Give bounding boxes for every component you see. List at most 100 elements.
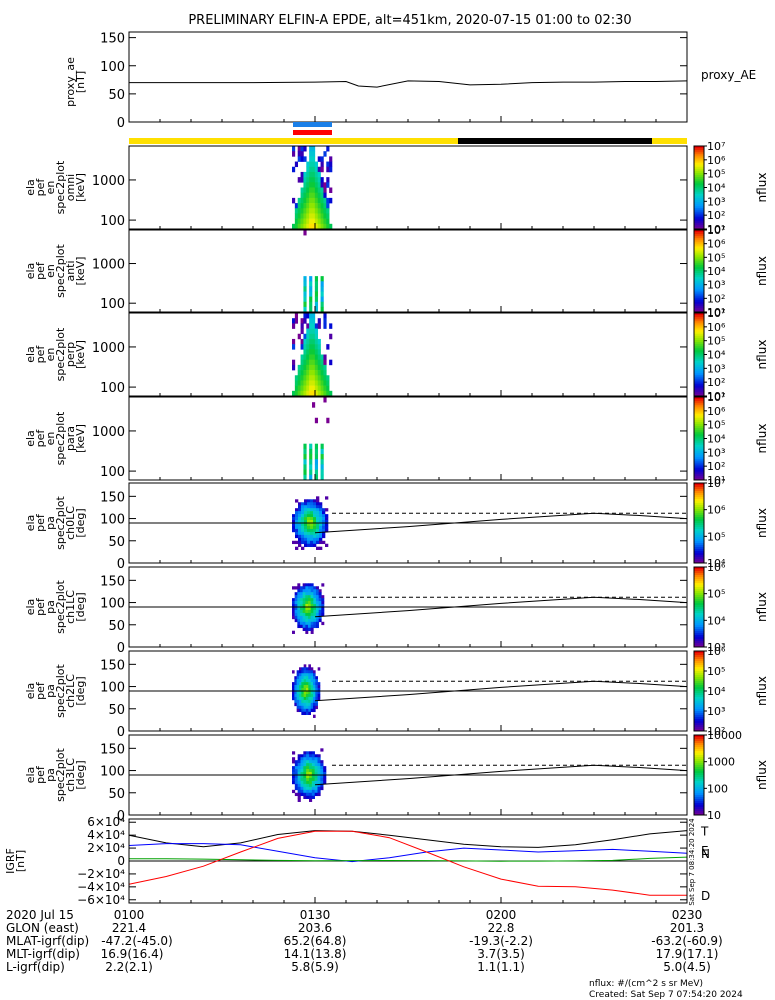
y-axis-label: omni bbox=[64, 174, 77, 201]
spectrogram-cell bbox=[313, 540, 317, 545]
spectrogram-cell bbox=[304, 502, 308, 506]
spectrogram-cell bbox=[301, 705, 304, 710]
spectrogram-cell bbox=[292, 760, 296, 764]
x-tick-label: 0200 bbox=[486, 908, 517, 922]
y-tick-label: −4×10⁴ bbox=[77, 880, 125, 894]
colorbar-tick-label: 10³ bbox=[707, 641, 725, 654]
spectrogram-cell bbox=[321, 621, 325, 626]
spectrogram-cell bbox=[313, 534, 317, 539]
spectrogram-cell bbox=[298, 525, 302, 530]
colorbar-segment bbox=[694, 645, 704, 648]
spectrogram-cell bbox=[299, 699, 302, 704]
y-axis-label: en bbox=[44, 264, 57, 278]
spectrogram-cell bbox=[317, 691, 321, 695]
spectrogram-cell bbox=[300, 792, 304, 797]
y-axis-label: [keV] bbox=[74, 424, 87, 453]
spectrogram-cell bbox=[306, 754, 310, 758]
spectrogram-cell bbox=[292, 612, 295, 617]
spectrogram-cell bbox=[297, 333, 301, 340]
colorbar-segment bbox=[694, 222, 704, 226]
colorbar-segment bbox=[694, 513, 704, 516]
ephemeris-value: 1.1(1.1) bbox=[477, 960, 525, 974]
spectrogram-cell bbox=[323, 313, 327, 319]
y-axis-label: pa bbox=[44, 600, 57, 614]
spectrogram-cell bbox=[309, 313, 313, 319]
spectrogram-cell bbox=[313, 598, 317, 602]
spectrogram-cell bbox=[292, 146, 296, 152]
spectrogram-cell bbox=[325, 528, 329, 533]
spectrogram-cell bbox=[307, 525, 311, 530]
spectrogram-cell bbox=[306, 696, 309, 701]
spectrogram-cell bbox=[294, 786, 298, 791]
colorbar-segment bbox=[694, 377, 704, 380]
colorbar-segment bbox=[694, 679, 704, 682]
spectrogram-cell bbox=[297, 213, 301, 219]
colorbar-segment bbox=[694, 331, 704, 335]
spectrogram-cell bbox=[309, 156, 313, 162]
spectrogram-cell bbox=[306, 702, 309, 707]
spectrogram-cell bbox=[295, 523, 299, 527]
spectrogram-cell bbox=[300, 344, 304, 350]
colorbar-segment bbox=[694, 287, 704, 290]
spectrogram-cell bbox=[310, 528, 314, 533]
colorbar-segment bbox=[694, 603, 704, 606]
spectrogram-cell bbox=[300, 151, 304, 157]
ephemeris-value: -47.2(-45.0) bbox=[101, 934, 172, 948]
spectrogram-cell bbox=[303, 359, 307, 366]
spectrogram-cell bbox=[313, 691, 316, 695]
spectrogram-cell bbox=[316, 595, 319, 599]
y-axis-label: pef bbox=[34, 681, 47, 700]
spectrogram-cell bbox=[317, 385, 321, 392]
spectrogram-cell bbox=[310, 592, 314, 596]
y-tick-label: 0 bbox=[117, 641, 125, 656]
spectrogram-cell bbox=[299, 676, 302, 680]
spectrogram-cell bbox=[329, 323, 333, 329]
spectrogram-cell bbox=[303, 775, 307, 779]
spectrogram-cell bbox=[320, 197, 324, 204]
colorbar-tick-label: 10⁷ bbox=[707, 224, 725, 237]
spectrogram-cell bbox=[300, 208, 304, 214]
spectrogram-cell bbox=[309, 385, 313, 392]
spectrogram-cell bbox=[301, 502, 305, 506]
spectrogram-cell bbox=[306, 364, 310, 371]
spectrogram-cell bbox=[312, 323, 316, 329]
colorbar-segment bbox=[694, 189, 704, 193]
y-axis-label: ch1LC bbox=[64, 590, 77, 624]
colorbar-segment bbox=[694, 268, 704, 272]
spectrogram-cell bbox=[309, 166, 313, 173]
spectrogram-cell bbox=[294, 218, 299, 225]
spectrogram-cell bbox=[316, 609, 319, 614]
spectrogram-cell bbox=[303, 380, 307, 386]
x-axis-labels: 0100 0130 0200 0230 bbox=[114, 908, 703, 922]
spectrogram-cell bbox=[310, 682, 314, 686]
ephemeris-table: 2020 Jul 15 GLON (east) MLAT-igrf(dip) M… bbox=[6, 908, 723, 974]
spectrogram-cell bbox=[308, 615, 311, 620]
spectrogram-cell bbox=[300, 777, 304, 782]
colorbar-segment bbox=[694, 583, 704, 586]
spectrogram-cell bbox=[292, 523, 296, 527]
spectrogram-cell bbox=[294, 375, 299, 381]
spectrogram-cell bbox=[323, 359, 327, 366]
spectrogram-cell bbox=[302, 598, 306, 602]
colorbar-segment bbox=[694, 577, 704, 580]
colorbar-tick-label: 10² bbox=[707, 376, 725, 389]
spectrogram-cell bbox=[316, 618, 319, 623]
spectrogram-cell bbox=[320, 276, 324, 282]
colorbar-segment bbox=[694, 210, 704, 213]
spectrogram-cell bbox=[316, 589, 319, 593]
spectrogram-cell bbox=[310, 673, 314, 677]
spectrogram-cell bbox=[320, 218, 324, 225]
spectrogram-cell bbox=[297, 177, 301, 183]
spectrogram-cell bbox=[309, 786, 313, 791]
spectrogram-cell bbox=[309, 380, 313, 386]
spectrogram-cell bbox=[308, 702, 311, 707]
spectrogram-cell bbox=[314, 769, 318, 773]
spectrogram-cell bbox=[311, 792, 315, 797]
spectrogram-ch2LC: 050100150elapefpaspec2plotch2LC[deg]10²1… bbox=[24, 645, 769, 740]
spectrogram-cell bbox=[313, 514, 317, 518]
spectrogram-cell bbox=[316, 604, 319, 608]
spectrogram-cell bbox=[320, 306, 324, 313]
spectrogram-cell bbox=[300, 364, 304, 371]
spectrogram-cell bbox=[326, 380, 330, 386]
spectrogram-cell bbox=[295, 508, 299, 512]
